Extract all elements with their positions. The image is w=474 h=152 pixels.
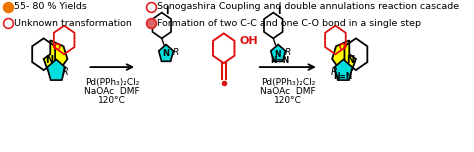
Polygon shape (334, 59, 352, 80)
Text: 120°C: 120°C (274, 96, 302, 105)
Text: NaOAc  DMF: NaOAc DMF (84, 87, 140, 96)
Text: Pd(PPh₃)₂Cl₂: Pd(PPh₃)₂Cl₂ (85, 78, 139, 87)
Text: R: R (62, 67, 69, 77)
Text: 55- 80 % Yields: 55- 80 % Yields (14, 2, 87, 11)
Point (147, 5, 155, 8)
Text: Sonogashira Coupling and double annulations reaction cascade: Sonogashira Coupling and double annulati… (156, 2, 459, 11)
Text: NaOAc  DMF: NaOAc DMF (260, 87, 316, 96)
Text: I: I (277, 6, 281, 16)
Text: 120°C: 120°C (98, 96, 126, 105)
Point (147, 22, 155, 24)
Text: R: R (331, 67, 337, 77)
Text: Formation of two C-C and one C-O bond in a single step: Formation of two C-C and one C-O bond in… (156, 19, 420, 28)
Text: N: N (45, 55, 53, 65)
Text: Pd(PPh₃)₂Cl₂: Pd(PPh₃)₂Cl₂ (261, 78, 315, 87)
Text: OH: OH (239, 36, 258, 46)
Polygon shape (271, 45, 285, 61)
Polygon shape (44, 40, 67, 70)
Text: O: O (338, 43, 346, 52)
Polygon shape (332, 40, 356, 70)
Text: N=N: N=N (270, 56, 289, 65)
Text: O: O (54, 43, 61, 52)
Text: N: N (163, 49, 170, 58)
Point (4, 5, 12, 8)
Text: N: N (274, 50, 281, 59)
Text: N=N: N=N (333, 72, 353, 81)
Polygon shape (159, 45, 173, 61)
Point (4, 22, 12, 24)
Text: Unknown transformation: Unknown transformation (14, 19, 132, 28)
Text: I: I (165, 6, 169, 16)
Text: R: R (173, 48, 179, 57)
Text: N: N (346, 55, 355, 65)
Polygon shape (47, 59, 65, 80)
Text: R: R (285, 48, 292, 57)
